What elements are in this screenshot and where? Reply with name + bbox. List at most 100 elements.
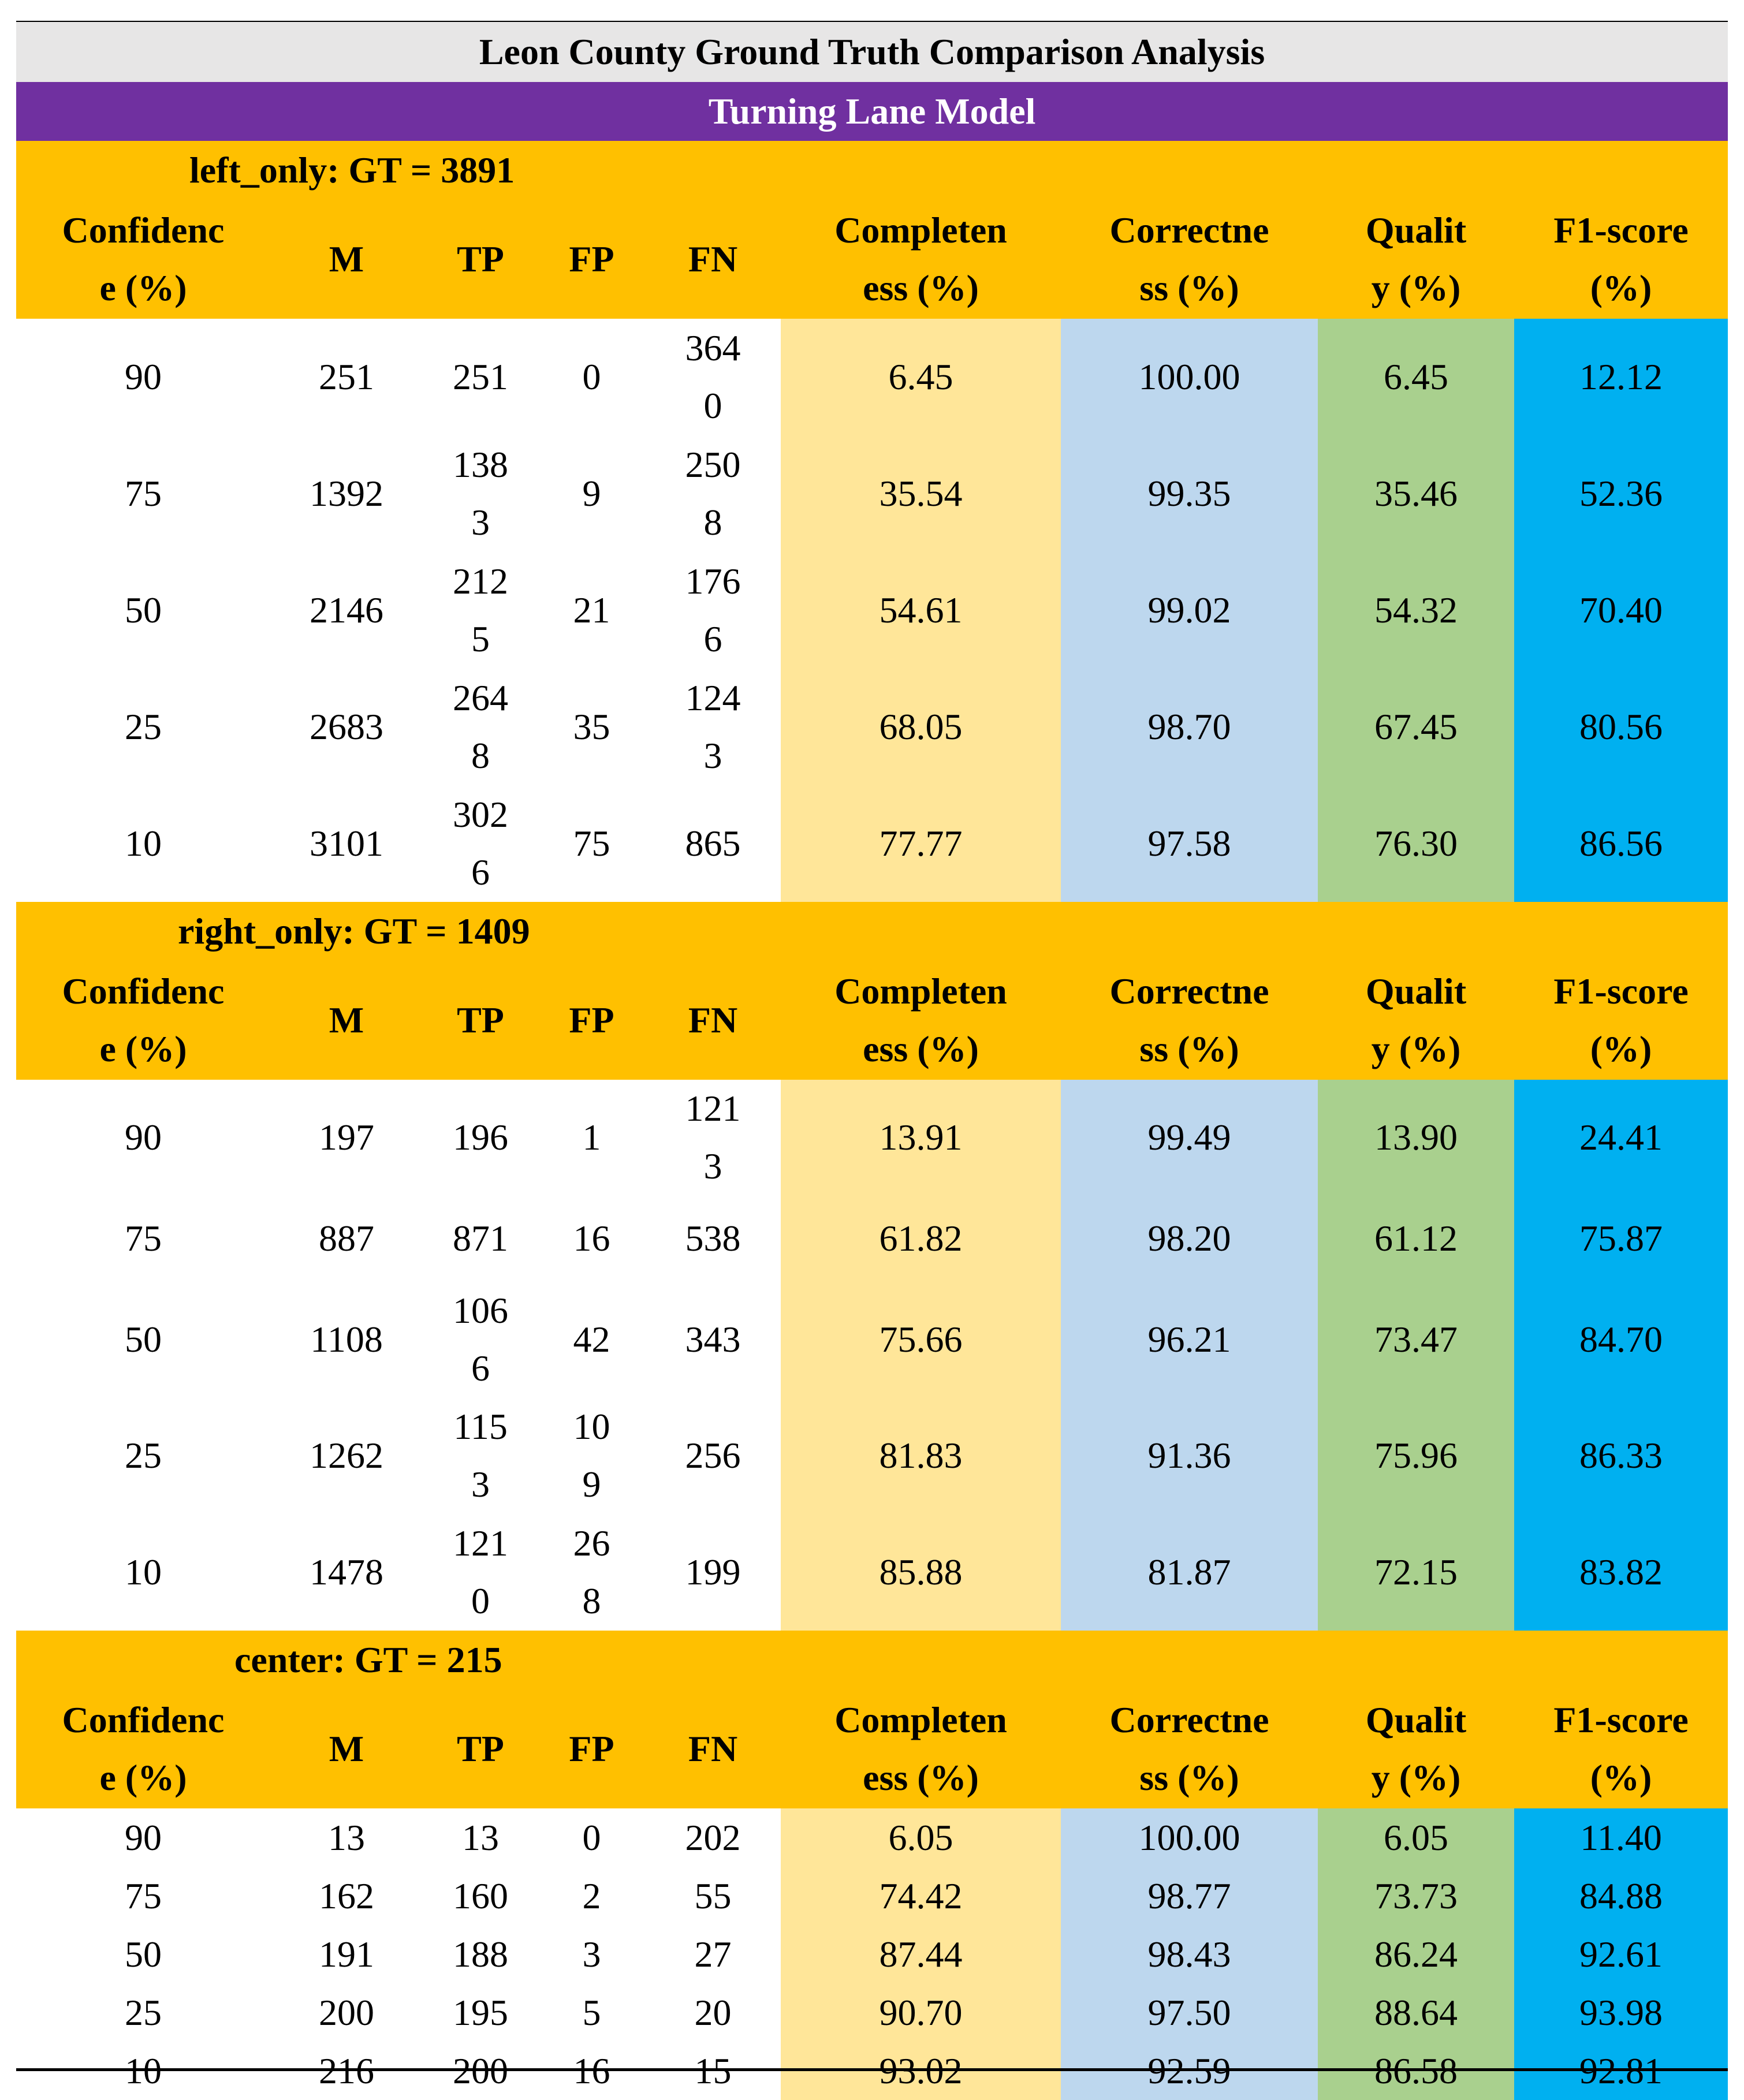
- header-m: M: [270, 200, 423, 319]
- cell-confidence: 75: [16, 1195, 270, 1282]
- cell-tp: 138 3: [423, 435, 538, 552]
- table-row: 75 1392 138 3 9 250 8 35.54 99.35 35.46 52.36: [16, 435, 1728, 552]
- cell-confidence-line: 25: [125, 1435, 162, 1476]
- cell-fp-line: 42: [573, 1319, 610, 1360]
- cell-completeness: 6.45: [781, 319, 1061, 435]
- cell-quality-line: 61.12: [1374, 1218, 1458, 1259]
- cell-f1: 84.88: [1514, 1867, 1728, 1925]
- section-label-row: left_only: GT = 3891: [16, 141, 1728, 200]
- cell-fn: 865: [645, 785, 781, 902]
- section-label: left_only: GT = 3891: [16, 141, 1728, 200]
- header-f1-line: F1-score: [1553, 210, 1689, 251]
- cell-tp-line: 115: [453, 1406, 508, 1447]
- header-fn-line: FN: [688, 999, 738, 1040]
- header-confidence-line: e (%): [99, 1757, 187, 1798]
- cell-completeness-line: 81.83: [879, 1435, 963, 1476]
- header-m: M: [270, 1689, 423, 1808]
- cell-quality: 73.47: [1318, 1282, 1514, 1397]
- cell-confidence: 50: [16, 552, 270, 669]
- cell-m: 3101: [270, 785, 423, 902]
- cell-f1-line: 86.33: [1579, 1435, 1663, 1476]
- cell-tp: 871: [423, 1195, 538, 1282]
- cell-fn: 27: [645, 1925, 781, 1983]
- table-row: 10 3101 302 6 75 865 77.77 97.58 76.30 86.56: [16, 785, 1728, 902]
- cell-quality: 72.15: [1318, 1514, 1514, 1631]
- header-f1-line: (%): [1590, 267, 1652, 308]
- cell-fp-line: 10: [573, 1406, 610, 1447]
- cell-fn-line: 250: [685, 444, 741, 485]
- cell-f1: 11.40: [1514, 1808, 1728, 1867]
- cell-fn-line: 27: [694, 1933, 732, 1975]
- header-quality: Qualit y (%): [1318, 1689, 1514, 1808]
- cell-tp-line: 188: [453, 1933, 508, 1975]
- cell-quality-line: 76.30: [1374, 823, 1458, 864]
- cell-confidence-line: 50: [125, 590, 162, 631]
- table-row: 75 887 871 16 538 61.82 98.20 61.12 75.87: [16, 1195, 1728, 1282]
- cell-fn-line: 3: [703, 1146, 722, 1187]
- cell-correctness-line: 91.36: [1147, 1435, 1231, 1476]
- cell-completeness-line: 74.42: [879, 1875, 963, 1916]
- cell-completeness-line: 87.44: [879, 1933, 963, 1975]
- cell-confidence: 25: [16, 1397, 270, 1514]
- header-completeness-line: ess (%): [863, 1028, 979, 1069]
- cell-m: 197: [270, 1080, 423, 1195]
- cell-fp-line: 9: [582, 1464, 601, 1505]
- cell-fn: 538: [645, 1195, 781, 1282]
- cell-tp-line: 871: [453, 1218, 508, 1259]
- cell-tp: 212 5: [423, 552, 538, 669]
- cell-completeness-line: 6.05: [888, 1816, 953, 1858]
- cell-fp: 42: [538, 1282, 645, 1397]
- cell-correctness-line: 98.70: [1147, 706, 1231, 747]
- header-quality-line: y (%): [1371, 267, 1461, 308]
- cell-tp: 13: [423, 1808, 538, 1867]
- cell-tp: 188: [423, 1925, 538, 1983]
- header-f1: F1-score (%): [1514, 200, 1728, 319]
- section-label-row: right_only: GT = 1409: [16, 902, 1728, 961]
- header-f1: F1-score (%): [1514, 961, 1728, 1080]
- header-tp-line: TP: [457, 999, 504, 1040]
- cell-correctness-line: 100.00: [1138, 356, 1240, 397]
- table-row: 50 1108 106 6 42 343 75.66 96.21 73.47 84.70: [16, 1282, 1728, 1397]
- cell-quality-line: 35.46: [1374, 473, 1458, 514]
- cell-quality: 6.45: [1318, 319, 1514, 435]
- column-header-row: Confidenc e (%) M TP FP FN Completen ess (%) Cor…: [16, 1689, 1728, 1808]
- header-completeness-line: Completen: [834, 1699, 1007, 1740]
- cell-correctness-line: 97.50: [1147, 1991, 1231, 2033]
- cell-fn-line: 124: [685, 677, 741, 718]
- cell-completeness: 81.83: [781, 1397, 1061, 1514]
- cell-completeness-line: 54.61: [879, 590, 963, 631]
- cell-correctness-line: 97.58: [1147, 823, 1231, 864]
- cell-tp-line: 5: [471, 618, 490, 659]
- cell-f1: 86.56: [1514, 785, 1728, 902]
- cell-confidence: 10: [16, 1514, 270, 1631]
- cell-m: 887: [270, 1195, 423, 1282]
- cell-quality-line: 67.45: [1374, 706, 1458, 747]
- cell-correctness: 99.49: [1061, 1080, 1318, 1195]
- cell-fn: 199: [645, 1514, 781, 1631]
- cell-tp: 115 3: [423, 1397, 538, 1514]
- cell-confidence-line: 90: [125, 1816, 162, 1858]
- cell-fp: 21: [538, 552, 645, 669]
- cell-m: 1262: [270, 1397, 423, 1514]
- cell-completeness-line: 75.66: [879, 1319, 963, 1360]
- cell-fn-line: 343: [685, 1319, 741, 1360]
- cell-fn-line: 256: [685, 1435, 741, 1476]
- cell-f1: 75.87: [1514, 1195, 1728, 1282]
- header-quality-line: y (%): [1371, 1757, 1461, 1798]
- cell-quality-line: 6.05: [1384, 1816, 1448, 1858]
- header-fp: FP: [538, 1689, 645, 1808]
- cell-tp-line: 0: [471, 1580, 490, 1621]
- cell-f1: 12.12: [1514, 319, 1728, 435]
- cell-confidence-line: 25: [125, 706, 162, 747]
- cell-completeness-line: 61.82: [879, 1218, 963, 1259]
- header-tp: TP: [423, 961, 538, 1080]
- cell-f1-line: 11.40: [1580, 1816, 1662, 1858]
- cell-confidence-line: 75: [125, 473, 162, 514]
- cell-fn-line: 6: [703, 618, 722, 659]
- cell-fn: 176 6: [645, 552, 781, 669]
- cell-m-line: 1392: [310, 473, 383, 514]
- cell-m-line: 13: [328, 1816, 365, 1858]
- bottom-rule: [16, 2068, 1728, 2071]
- cell-fp-line: 16: [573, 1218, 610, 1259]
- header-fn: FN: [645, 200, 781, 319]
